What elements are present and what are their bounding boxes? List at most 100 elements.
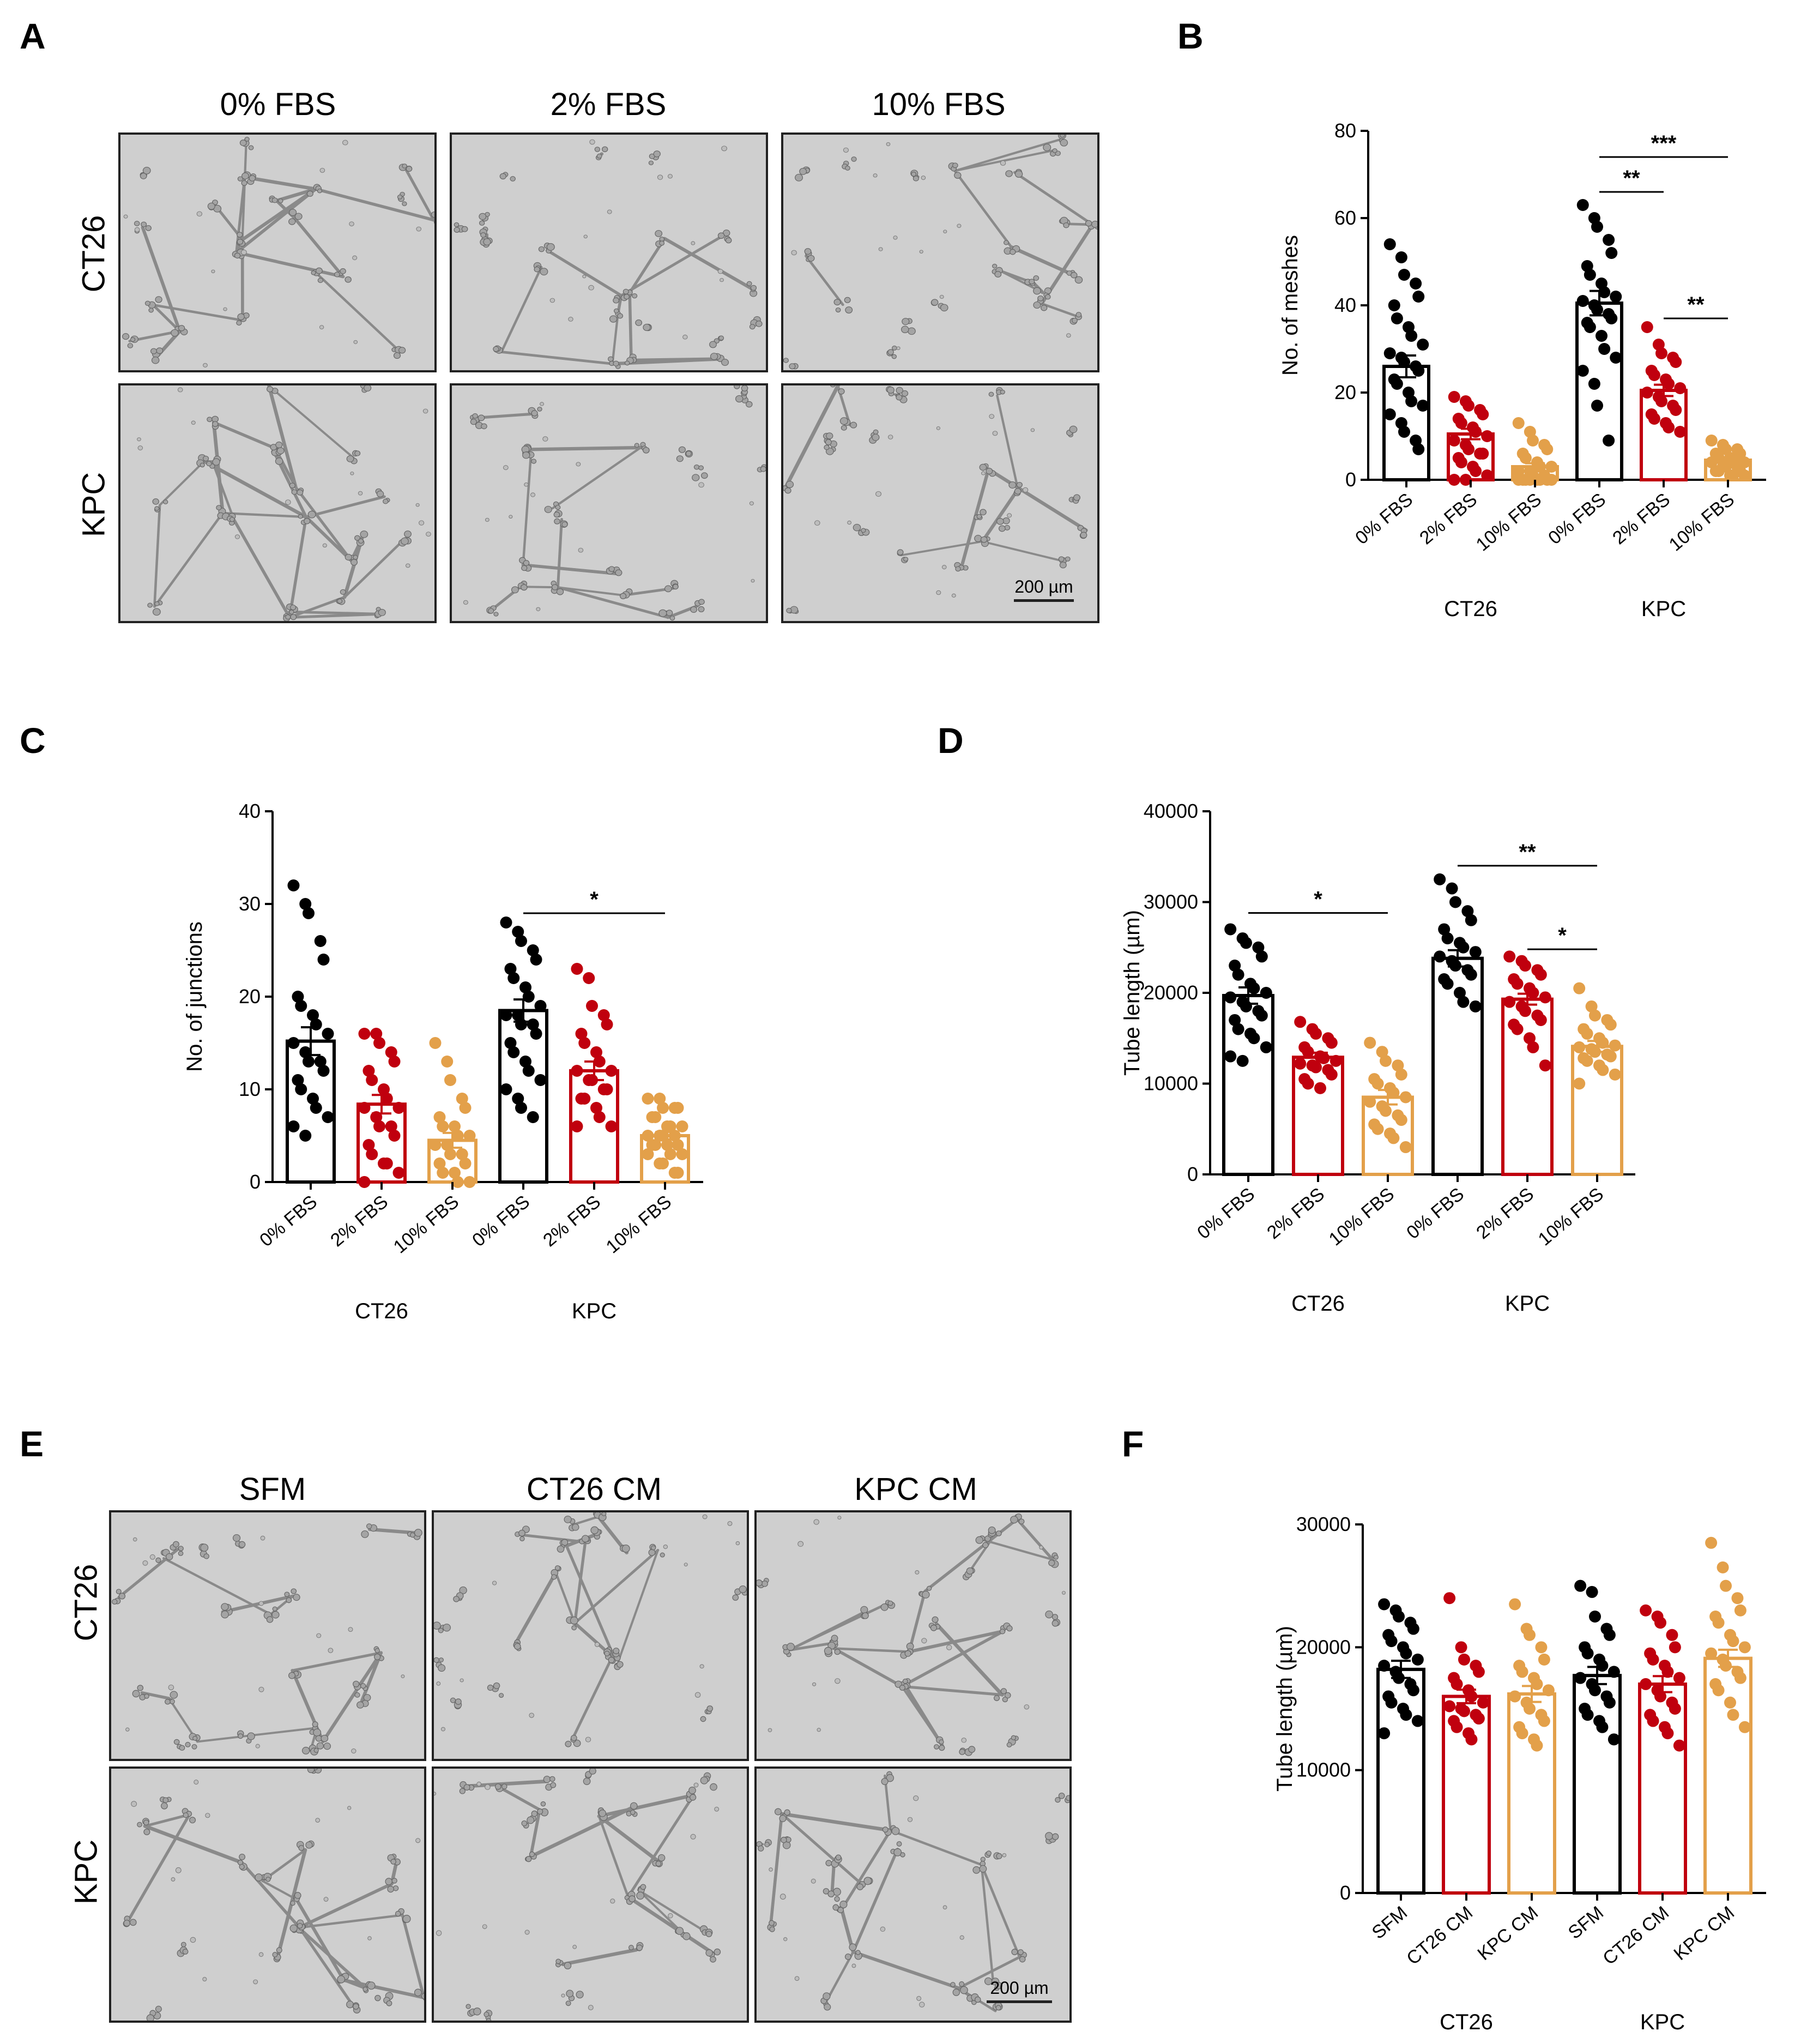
data-point bbox=[1604, 1018, 1617, 1031]
cell-cluster bbox=[823, 1888, 830, 1895]
single-cell bbox=[941, 565, 947, 570]
data-point bbox=[571, 963, 583, 975]
cell-cluster bbox=[493, 346, 499, 352]
data-point bbox=[388, 1130, 401, 1142]
micrograph-e-kpc-sfm bbox=[109, 1766, 426, 2023]
data-point bbox=[1673, 1739, 1685, 1752]
data-point bbox=[500, 1083, 512, 1095]
cell-cluster bbox=[473, 2007, 481, 2016]
cell-cluster bbox=[690, 606, 698, 613]
col-head-e-3: KPC CM bbox=[854, 1472, 977, 1507]
x-tick-label: 2% FBS bbox=[1609, 489, 1674, 548]
cell-cluster bbox=[454, 222, 460, 227]
data-point bbox=[433, 1111, 446, 1123]
cell-cluster bbox=[1058, 1792, 1065, 1799]
single-cell bbox=[542, 436, 548, 442]
cell-cluster bbox=[705, 1931, 712, 1938]
cell-cluster bbox=[238, 1541, 246, 1548]
data-point bbox=[1255, 1009, 1268, 1022]
cell-cluster bbox=[849, 1943, 857, 1951]
cell-cluster bbox=[150, 348, 158, 354]
cell-cluster bbox=[305, 1841, 313, 1849]
data-point bbox=[642, 1148, 654, 1160]
data-point bbox=[512, 926, 524, 938]
cell-cluster bbox=[1065, 556, 1071, 562]
group-label: CT26 bbox=[355, 1299, 408, 1323]
cell-cluster bbox=[1051, 1614, 1059, 1620]
data-point bbox=[522, 1065, 535, 1077]
data-point bbox=[1463, 443, 1474, 455]
data-point bbox=[317, 954, 330, 966]
cell-cluster bbox=[1059, 562, 1067, 569]
single-cell bbox=[401, 1674, 405, 1679]
data-point bbox=[1407, 1623, 1419, 1635]
cell-cluster bbox=[939, 1745, 945, 1751]
data-point bbox=[1603, 1696, 1616, 1709]
cell-tube bbox=[561, 1948, 638, 1967]
cell-cluster bbox=[178, 1546, 184, 1552]
cell-cluster bbox=[1019, 1956, 1026, 1963]
cell-cluster bbox=[123, 1920, 130, 1927]
cell-cluster bbox=[1045, 1611, 1053, 1619]
group-label: CT26 bbox=[1440, 2010, 1493, 2034]
cell-cluster bbox=[785, 480, 794, 489]
cell-cluster bbox=[760, 466, 766, 472]
cell-cluster bbox=[538, 246, 545, 252]
cell-cluster bbox=[237, 176, 244, 182]
cell-tube bbox=[522, 455, 532, 566]
single-cell bbox=[896, 346, 901, 351]
cell-tube bbox=[983, 1539, 1054, 1561]
single-cell bbox=[588, 285, 594, 291]
cell-cluster bbox=[315, 267, 323, 274]
cell-tube bbox=[787, 1611, 864, 1651]
cell-cluster bbox=[189, 1817, 196, 1824]
single-cell bbox=[585, 1737, 591, 1742]
single-cell bbox=[536, 607, 541, 611]
data-point bbox=[1509, 1690, 1521, 1703]
cell-cluster bbox=[741, 385, 748, 391]
cell-cluster bbox=[648, 160, 654, 166]
cell-tube bbox=[211, 460, 235, 521]
single-cell bbox=[316, 1633, 322, 1638]
cell-tube bbox=[902, 1682, 944, 1747]
cell-cluster bbox=[293, 1594, 300, 1601]
cell-tube bbox=[953, 170, 1013, 249]
cell-cluster bbox=[434, 1657, 439, 1663]
cell-tube bbox=[499, 1786, 541, 1812]
single-cell bbox=[939, 294, 944, 299]
single-cell bbox=[492, 1581, 497, 1585]
single-cell bbox=[1039, 1545, 1043, 1550]
micrograph-a-ct26-0fbs bbox=[118, 132, 437, 372]
cell-cluster bbox=[499, 173, 506, 180]
data-point bbox=[1538, 1715, 1550, 1727]
cell-cluster bbox=[182, 1949, 189, 1955]
single-cell bbox=[476, 1781, 482, 1787]
data-point bbox=[317, 1065, 330, 1077]
cell-cluster bbox=[757, 1579, 763, 1587]
cell-cluster bbox=[839, 1901, 848, 1909]
data-point bbox=[1240, 937, 1252, 949]
cell-cluster bbox=[599, 1809, 607, 1817]
micrograph-e-kpc-ct26cm bbox=[432, 1766, 749, 2023]
single-cell bbox=[540, 402, 544, 406]
cell-cluster bbox=[786, 607, 792, 613]
data-point bbox=[1589, 1611, 1601, 1623]
cell-tube bbox=[342, 1978, 424, 1999]
single-cell bbox=[989, 414, 995, 419]
cell-cluster bbox=[621, 1545, 630, 1553]
single-cell bbox=[843, 147, 849, 153]
cell-cluster bbox=[1011, 1735, 1017, 1740]
data-point bbox=[1376, 1046, 1388, 1058]
cell-tube bbox=[980, 1863, 1021, 1958]
single-cell bbox=[837, 1516, 842, 1520]
data-point bbox=[1446, 882, 1458, 895]
panel-letter-d: D bbox=[938, 720, 964, 761]
data-point bbox=[456, 1148, 468, 1160]
data-point bbox=[1605, 312, 1618, 324]
cell-tube bbox=[900, 1629, 1006, 1688]
data-point bbox=[1576, 365, 1589, 377]
cell-cluster bbox=[478, 414, 485, 421]
cell-cluster bbox=[321, 1734, 329, 1742]
cell-cluster bbox=[137, 1822, 142, 1828]
